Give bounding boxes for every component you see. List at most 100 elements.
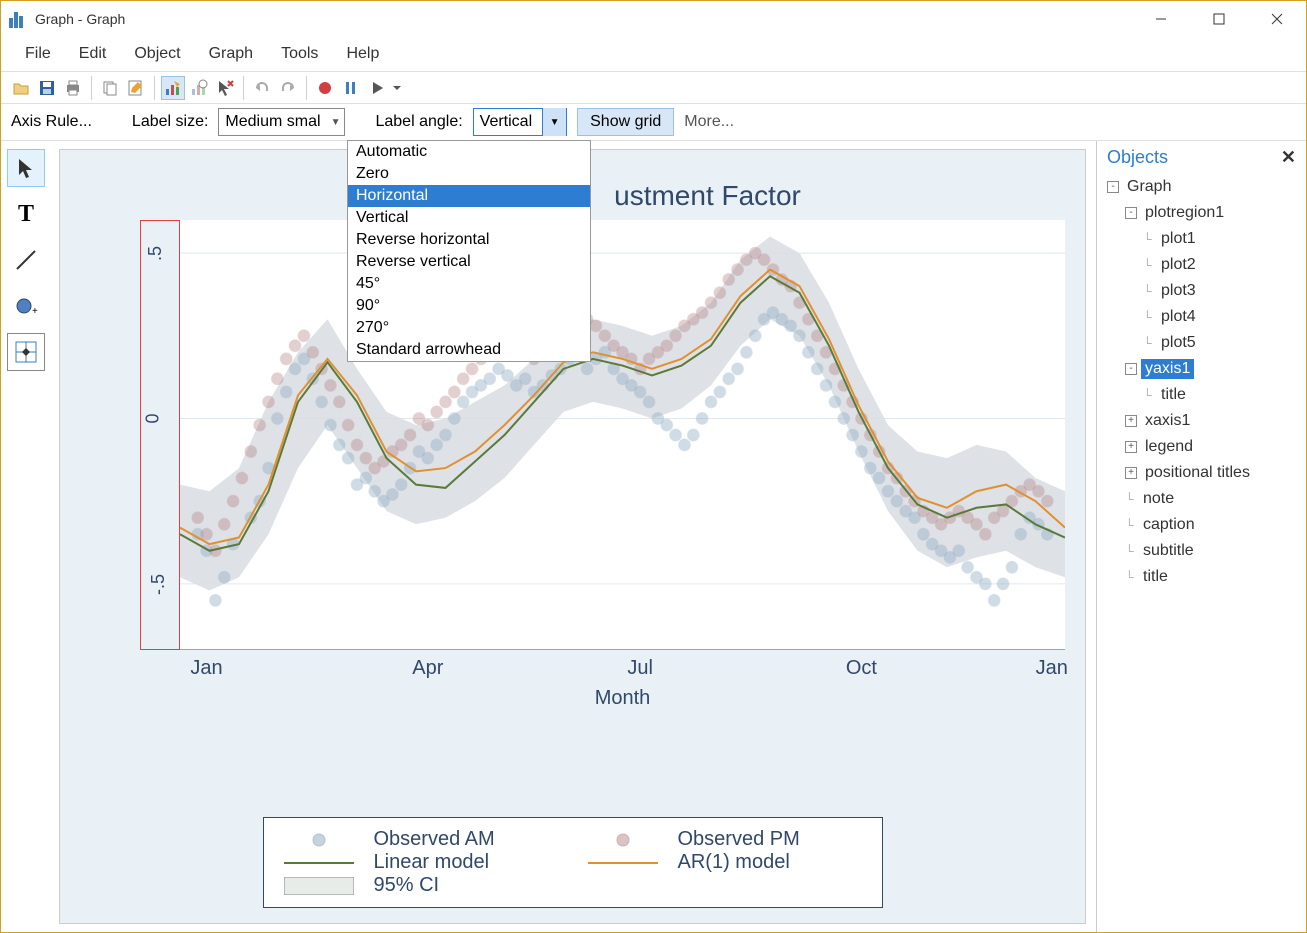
play-icon[interactable] — [365, 76, 389, 100]
chevron-down-icon: ▼ — [331, 117, 341, 128]
menu-help[interactable]: Help — [332, 39, 393, 69]
tree-label: plot1 — [1157, 229, 1200, 249]
tree-toggle-icon[interactable]: + — [1125, 467, 1137, 479]
open-icon[interactable] — [9, 76, 33, 100]
titlebar: Graph - Graph — [1, 1, 1306, 37]
axis-rule-button[interactable]: Axis Rule... — [11, 113, 92, 131]
tree-toggle-icon[interactable]: - — [1125, 207, 1137, 219]
maximize-button[interactable] — [1190, 1, 1248, 37]
marker-tool-icon[interactable]: + — [7, 287, 45, 325]
tree-branch-icon: └ — [1143, 310, 1157, 324]
tree-label: plotregion1 — [1141, 203, 1228, 223]
tree-node[interactable]: -plotregion1 — [1107, 200, 1296, 226]
menu-file[interactable]: File — [11, 39, 65, 69]
tree-branch-icon: └ — [1125, 492, 1139, 506]
tree-node[interactable]: └plot4 — [1107, 304, 1296, 330]
tree-label: caption — [1139, 515, 1199, 535]
text-tool-icon[interactable]: T — [7, 195, 45, 233]
dropdown-option[interactable]: 90° — [348, 295, 590, 317]
tree-toggle-icon[interactable]: + — [1125, 415, 1137, 427]
tree-node[interactable]: └title — [1107, 564, 1296, 590]
close-panel-icon[interactable]: ✕ — [1281, 147, 1296, 168]
tree-label: subtitle — [1139, 541, 1198, 561]
tree-branch-icon: └ — [1143, 258, 1157, 272]
tree-branch-icon: └ — [1125, 518, 1139, 532]
tree-branch-icon: └ — [1143, 284, 1157, 298]
pause-icon[interactable] — [339, 76, 363, 100]
dropdown-option[interactable]: Standard arrowhead — [348, 339, 590, 361]
tree-node[interactable]: + xaxis1 — [1107, 408, 1296, 434]
save-icon[interactable] — [35, 76, 59, 100]
tree-branch-icon: └ — [1125, 570, 1139, 584]
plot-region[interactable]: JanAprJulOctJan Month — [180, 220, 1065, 650]
close-button[interactable] — [1248, 1, 1306, 37]
tree-node[interactable]: +legend — [1107, 434, 1296, 460]
properties-toolbar: Axis Rule... Label size: Medium smal ▼ L… — [1, 103, 1306, 141]
tree-node[interactable]: └title — [1107, 382, 1296, 408]
more-button[interactable]: More... — [684, 113, 734, 131]
window-title: Graph - Graph — [35, 11, 1132, 27]
app-icon — [9, 10, 27, 28]
copy-icon[interactable] — [98, 76, 122, 100]
dropdown-option[interactable]: Vertical — [348, 207, 590, 229]
dropdown-option[interactable]: 45° — [348, 273, 590, 295]
menu-object[interactable]: Object — [120, 39, 194, 69]
x-tick-label: Oct — [846, 657, 877, 680]
show-grid-button[interactable]: Show grid — [577, 108, 674, 136]
tree-node[interactable]: └caption — [1107, 512, 1296, 538]
menu-tools[interactable]: Tools — [267, 39, 332, 69]
tree-branch-icon: └ — [1125, 544, 1139, 558]
deselect-icon[interactable] — [213, 76, 237, 100]
objects-tree: -Graph-plotregion1└plot1└plot2└plot3└plo… — [1107, 174, 1296, 590]
menu-edit[interactable]: Edit — [65, 39, 121, 69]
line-tool-icon[interactable] — [7, 241, 45, 279]
menu-graph[interactable]: Graph — [195, 39, 267, 69]
dropdown-option[interactable]: 270° — [348, 317, 590, 339]
dropdown-option[interactable]: Horizontal — [348, 185, 590, 207]
tree-label: title — [1157, 385, 1190, 405]
label-size-combo[interactable]: Medium smal ▼ — [218, 108, 345, 136]
x-tick-label: Apr — [412, 657, 443, 680]
menubar: File Edit Object Graph Tools Help — [1, 37, 1306, 71]
label-angle-dropdown: AutomaticZeroHorizontalVerticalReverse h… — [347, 140, 591, 362]
tree-label: title — [1139, 567, 1172, 587]
tree-node[interactable]: +positional titles — [1107, 460, 1296, 486]
rename-icon[interactable] — [124, 76, 148, 100]
legend[interactable]: Observed AM Observed PM Linear model AR(… — [263, 817, 883, 908]
y-tick-label: -.5 — [148, 574, 169, 595]
tree-toggle-icon[interactable]: - — [1125, 363, 1137, 375]
legend-item: Observed AM — [284, 828, 558, 851]
tree-node[interactable]: -Graph — [1107, 174, 1296, 200]
tree-label: Graph — [1123, 177, 1175, 197]
tree-branch-icon: └ — [1143, 388, 1157, 402]
redo-icon[interactable] — [276, 76, 300, 100]
undo-icon[interactable] — [250, 76, 274, 100]
tree-node[interactable]: └plot2 — [1107, 252, 1296, 278]
record-icon[interactable] — [313, 76, 337, 100]
minimize-button[interactable] — [1132, 1, 1190, 37]
dropdown-option[interactable]: Reverse vertical — [348, 251, 590, 273]
grid-edit-tool-icon[interactable] — [7, 333, 45, 371]
tree-toggle-icon[interactable]: + — [1125, 441, 1137, 453]
tree-node[interactable]: └plot5 — [1107, 330, 1296, 356]
x-tick-label: Jul — [627, 657, 653, 680]
print-icon[interactable] — [61, 76, 85, 100]
edit-graph-icon[interactable] — [161, 76, 185, 100]
dropdown-option[interactable]: Zero — [348, 163, 590, 185]
tree-node[interactable]: └note — [1107, 486, 1296, 512]
graph-settings-icon[interactable] — [187, 76, 211, 100]
tree-label: xaxis1 — [1141, 411, 1194, 431]
legend-item: AR(1) model — [588, 851, 862, 874]
tree-node[interactable]: └plot1 — [1107, 226, 1296, 252]
play-dropdown-icon[interactable] — [391, 76, 403, 100]
dropdown-option[interactable]: Automatic — [348, 141, 590, 163]
tree-toggle-icon[interactable]: - — [1107, 181, 1119, 193]
tree-node[interactable]: └subtitle — [1107, 538, 1296, 564]
legend-item: Linear model — [284, 851, 558, 874]
pointer-tool-icon[interactable] — [7, 149, 45, 187]
objects-panel-header: Objects ✕ — [1107, 147, 1296, 168]
label-angle-combo[interactable]: Vertical ▼ — [473, 108, 567, 136]
tree-node[interactable]: -yaxis1 — [1107, 356, 1296, 382]
dropdown-option[interactable]: Reverse horizontal — [348, 229, 590, 251]
tree-node[interactable]: └plot3 — [1107, 278, 1296, 304]
